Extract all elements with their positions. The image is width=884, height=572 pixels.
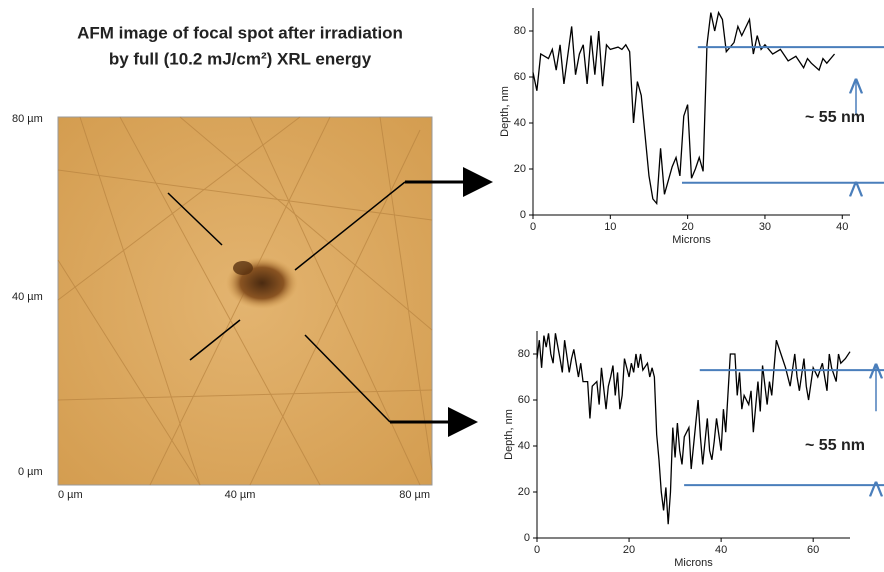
y-tick-label: 20	[514, 163, 526, 175]
y-tick-label: 20	[518, 486, 530, 498]
image-title: by full (10.2 mJ/cm²) XRL energy	[109, 49, 372, 68]
x-tick-label: 0	[534, 544, 540, 556]
x-tick-label: 40	[715, 544, 727, 556]
image-title: AFM image of focal spot after irradiatio…	[77, 23, 403, 42]
x-axis-label: Microns	[674, 557, 713, 567]
data-line	[536, 333, 851, 525]
y-axis-label: Depth, nm	[503, 409, 515, 460]
y-tick-label: 60	[518, 394, 530, 406]
x-tick-label: 20	[623, 544, 635, 556]
y-tick-label: 40	[518, 440, 530, 452]
image-y-label: 40 µm	[12, 291, 43, 303]
y-tick-label: 80	[514, 25, 526, 37]
x-tick-label: 20	[682, 221, 694, 233]
y-tick-label: 0	[520, 209, 526, 221]
x-tick-label: 30	[759, 221, 771, 233]
y-axis-label: Depth, nm	[499, 86, 511, 137]
image-x-label: 0 µm	[58, 489, 83, 501]
x-axis-label: Microns	[672, 234, 711, 246]
y-tick-label: 60	[514, 71, 526, 83]
data-line	[532, 10, 836, 206]
x-tick-label: 40	[836, 221, 848, 233]
annotation: ~ 55 nm	[805, 437, 865, 454]
y-tick-label: 40	[514, 117, 526, 129]
x-tick-label: 0	[530, 221, 536, 233]
y-tick-label: 80	[518, 348, 530, 360]
image-y-label: 0 µm	[18, 466, 43, 478]
x-tick-label: 10	[604, 221, 616, 233]
annotation: ~ 55 nm	[805, 109, 865, 126]
image-y-label: 80 µm	[12, 113, 43, 125]
image-x-label: 80 µm	[399, 489, 430, 501]
image-x-label: 40 µm	[225, 489, 256, 501]
y-tick-label: 0	[524, 532, 530, 544]
afm-image: 80 µm 40 µm 0 µm 0 µm 40 µm 80 µm	[12, 113, 493, 501]
x-tick-label: 60	[807, 544, 819, 556]
